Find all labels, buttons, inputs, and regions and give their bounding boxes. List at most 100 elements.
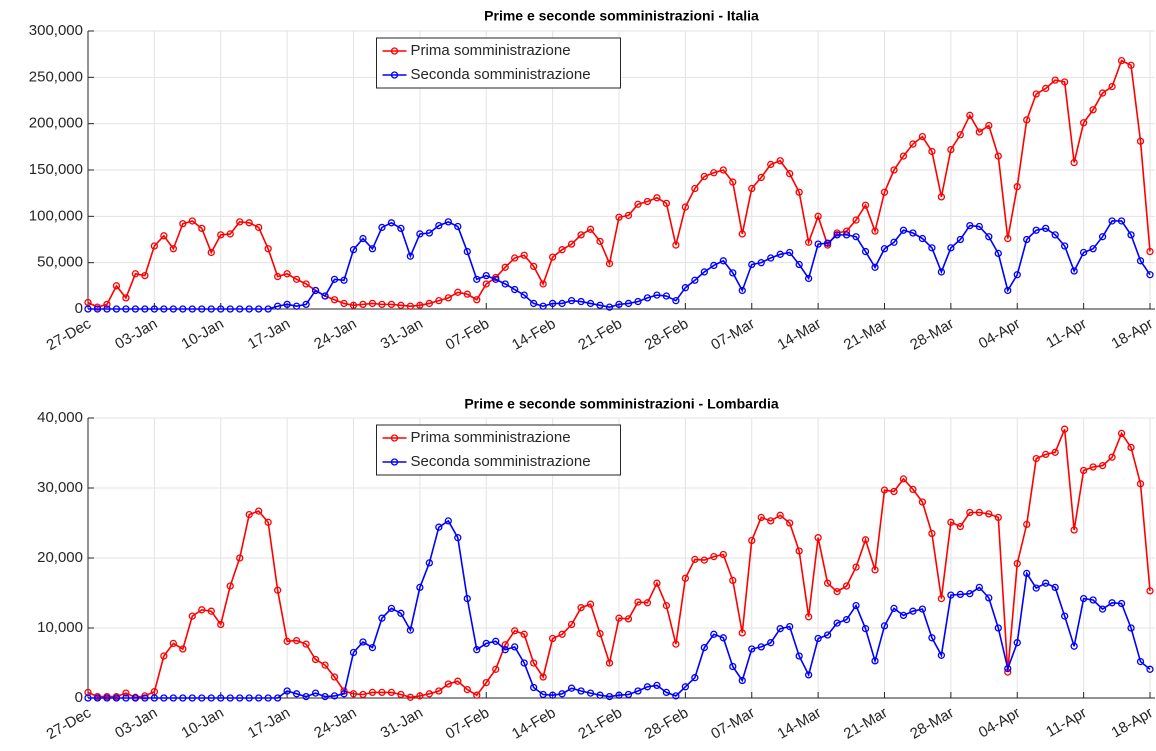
legend-label: Seconda somministrazione	[411, 66, 591, 83]
data-point	[255, 694, 263, 702]
data-point	[880, 622, 889, 630]
data-point	[1023, 520, 1031, 529]
data-point	[406, 252, 415, 260]
data-point	[1032, 226, 1040, 234]
data-point	[757, 173, 765, 182]
data-point	[947, 518, 955, 526]
data-point	[1127, 61, 1135, 69]
data-point	[871, 657, 879, 665]
data-point	[918, 498, 927, 506]
data-point	[994, 249, 1002, 258]
data-point	[501, 646, 509, 654]
data-point	[330, 692, 339, 700]
data-point	[890, 487, 898, 496]
data-point	[1013, 271, 1021, 279]
data-point	[738, 230, 746, 238]
data-point	[340, 299, 348, 308]
data-point	[577, 297, 585, 306]
data-point	[795, 188, 803, 196]
data-point	[985, 594, 993, 602]
data-point	[909, 229, 917, 237]
data-point	[814, 534, 822, 542]
data-point	[937, 651, 946, 659]
data-point	[804, 671, 813, 679]
x-tick-label: 14-Feb	[509, 704, 559, 742]
data-point	[1070, 642, 1078, 650]
data-point	[359, 234, 367, 243]
data-point	[1042, 224, 1050, 233]
data-point	[861, 247, 870, 256]
data-point	[198, 606, 206, 614]
data-point	[842, 615, 851, 624]
data-point	[586, 600, 595, 608]
data-point	[757, 259, 765, 267]
data-point	[1108, 453, 1116, 461]
data-point	[435, 297, 443, 305]
data-point	[302, 692, 310, 701]
data-point	[1146, 587, 1154, 595]
data-point	[814, 634, 822, 643]
data-point	[558, 690, 566, 698]
data-point	[748, 536, 756, 545]
data-point	[236, 694, 244, 702]
data-point	[1136, 657, 1145, 666]
data-point	[956, 235, 965, 244]
data-point	[103, 694, 111, 702]
legend-marker	[390, 434, 399, 442]
legend-label: Prima somministrazione	[411, 42, 571, 59]
data-point	[757, 643, 765, 651]
data-point	[767, 639, 775, 647]
data-point	[1042, 84, 1050, 93]
data-point	[530, 299, 538, 308]
data-point	[207, 607, 215, 615]
data-point	[653, 291, 661, 299]
data-point	[160, 694, 168, 702]
data-point	[160, 652, 168, 660]
data-point	[956, 131, 965, 139]
data-point	[966, 508, 974, 517]
data-point	[226, 582, 234, 590]
data-point	[473, 296, 481, 304]
data-point	[662, 292, 671, 300]
data-point	[624, 615, 633, 623]
x-tick-label: 31-Jan	[378, 704, 426, 742]
data-point	[672, 692, 680, 700]
data-point	[909, 485, 917, 494]
data-point	[539, 302, 547, 310]
data-point	[501, 263, 509, 271]
data-point	[899, 475, 908, 483]
data-point	[767, 517, 775, 525]
data-point	[520, 251, 528, 259]
x-tick-label: 21-Feb	[575, 704, 625, 742]
data-point	[141, 694, 149, 702]
data-point	[283, 270, 291, 278]
data-point	[691, 555, 699, 564]
data-point	[425, 229, 434, 237]
data-point	[444, 680, 452, 688]
data-point	[776, 511, 784, 519]
data-point	[975, 222, 983, 231]
data-point	[975, 508, 983, 517]
data-point	[482, 678, 490, 687]
data-point	[473, 691, 481, 699]
data-point	[387, 300, 396, 309]
data-point	[482, 271, 490, 280]
data-point	[1061, 425, 1069, 433]
data-point	[643, 294, 652, 302]
data-point	[302, 640, 310, 648]
data-point	[596, 301, 604, 309]
data-point	[577, 687, 585, 695]
data-point	[311, 286, 320, 295]
data-point	[292, 302, 301, 310]
x-tick-label: 28-Mar	[907, 704, 957, 742]
data-point	[226, 305, 234, 313]
data-point	[198, 224, 206, 233]
data-point	[985, 121, 993, 130]
data-point	[842, 582, 851, 590]
data-point	[416, 583, 424, 592]
data-point	[349, 690, 358, 698]
data-point	[1146, 665, 1154, 673]
data-point	[292, 690, 301, 698]
data-point	[492, 637, 500, 645]
